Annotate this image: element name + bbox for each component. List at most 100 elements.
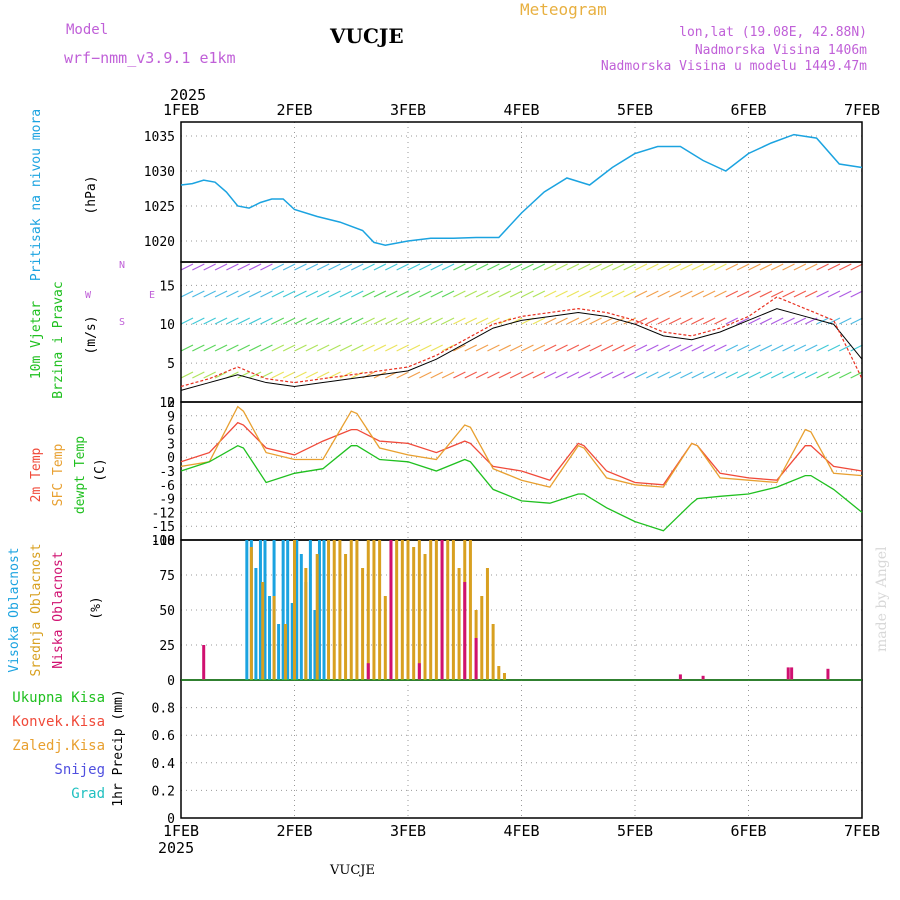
wind-barb bbox=[328, 290, 341, 298]
wind-barb bbox=[180, 371, 194, 379]
wind-barb bbox=[680, 317, 693, 325]
wind-barb bbox=[555, 290, 568, 298]
wind-barb bbox=[430, 344, 443, 352]
wind-barb bbox=[521, 371, 534, 379]
wind-barb bbox=[226, 263, 239, 271]
temperature-unit: (C) bbox=[93, 458, 108, 481]
cloud-ylabel: Srednja Oblacnost bbox=[29, 543, 44, 676]
wind-barb bbox=[237, 371, 251, 379]
wind-barb bbox=[543, 263, 557, 271]
wind-barb bbox=[782, 371, 795, 379]
x-tick-label-top: 7FEB bbox=[844, 101, 880, 119]
wind-barb bbox=[339, 317, 353, 325]
wind-barb bbox=[850, 371, 863, 379]
wind-barb bbox=[577, 371, 591, 379]
wind-barb bbox=[555, 344, 568, 352]
temperature-ylabel: 2m Temp bbox=[29, 447, 44, 502]
wind-barb bbox=[180, 263, 194, 271]
wind-barb bbox=[793, 317, 807, 325]
wind-barb bbox=[475, 290, 489, 298]
wind-barb bbox=[475, 344, 489, 352]
wind-barb bbox=[668, 317, 682, 325]
wind-barb bbox=[612, 317, 625, 325]
wind-barb bbox=[407, 317, 421, 325]
wind-barb bbox=[464, 290, 478, 298]
wind-barb bbox=[419, 344, 432, 352]
wind-barb bbox=[192, 290, 205, 298]
wind-barb bbox=[577, 317, 591, 325]
y-tick-label: 0 bbox=[167, 812, 175, 827]
precip-legend-item: Zaledj.Kisa bbox=[12, 738, 105, 754]
wind-barb bbox=[464, 371, 478, 379]
wind-barb bbox=[430, 263, 443, 271]
wind-barb bbox=[759, 290, 773, 298]
wind-barb bbox=[203, 371, 216, 379]
wind-barb bbox=[294, 317, 307, 325]
wind-barb bbox=[521, 263, 534, 271]
wind-barb bbox=[453, 263, 466, 271]
wind-barb bbox=[748, 371, 761, 379]
precip-ylabel: 1hr Precip (mm) bbox=[111, 689, 126, 806]
wind-barb bbox=[498, 371, 512, 379]
wind-barb bbox=[827, 344, 841, 352]
cloud-bar bbox=[497, 666, 501, 680]
wind-barb bbox=[725, 317, 739, 325]
x-tick-label-top: 3FEB bbox=[390, 101, 426, 119]
wind-barb bbox=[475, 371, 489, 379]
x-tick-label-bottom: 5FEB bbox=[617, 822, 653, 840]
y-tick-label: 0.4 bbox=[152, 757, 176, 772]
wind-barb bbox=[827, 290, 841, 298]
cloud-bar bbox=[417, 540, 421, 680]
wind-barb bbox=[736, 371, 750, 379]
wind-barb bbox=[419, 317, 432, 325]
y-tick-label: 1030 bbox=[144, 165, 175, 180]
cloud-bar bbox=[245, 540, 249, 680]
wind-barb bbox=[736, 344, 750, 352]
model-label: Model bbox=[66, 22, 108, 38]
wind-barb bbox=[373, 290, 387, 298]
cloud-bar bbox=[429, 540, 433, 680]
wind-barb bbox=[328, 344, 341, 352]
wind-barb bbox=[589, 290, 602, 298]
wind-barb bbox=[804, 371, 818, 379]
cloud-bar bbox=[308, 540, 312, 680]
cloud-bar bbox=[463, 582, 467, 680]
wind-barb bbox=[668, 371, 682, 379]
wind-barb bbox=[680, 290, 693, 298]
y-tick-label: 0 bbox=[167, 674, 175, 689]
wind-barb bbox=[634, 263, 648, 271]
wind-barb bbox=[203, 317, 216, 325]
wind-barb bbox=[192, 317, 205, 325]
wind-barb bbox=[430, 317, 443, 325]
wind-barb bbox=[453, 371, 466, 379]
wind-barb bbox=[759, 263, 773, 271]
wind-barb bbox=[770, 290, 784, 298]
wind-barb bbox=[350, 317, 364, 325]
wind-barb bbox=[453, 317, 466, 325]
wind-barb bbox=[407, 371, 421, 379]
wind-barb bbox=[555, 371, 568, 379]
wind-barb bbox=[248, 344, 262, 352]
wind-barb bbox=[248, 317, 262, 325]
wind-barb bbox=[702, 263, 716, 271]
wind-barb bbox=[396, 290, 409, 298]
y-tick-label: 12 bbox=[159, 396, 175, 411]
wind-barb bbox=[214, 290, 228, 298]
wind-barb bbox=[487, 317, 500, 325]
cloud-bar bbox=[295, 540, 299, 680]
pressure-unit: (hPa) bbox=[84, 175, 99, 214]
wind-barb bbox=[839, 263, 852, 271]
y-tick-label: 0.6 bbox=[152, 729, 175, 744]
model-name: wrf−nmm_v3.9.1 e1km bbox=[64, 49, 236, 67]
wind-barb bbox=[441, 263, 455, 271]
wind-barb bbox=[362, 263, 375, 271]
wind-barb bbox=[623, 344, 636, 352]
wind-barb bbox=[487, 290, 500, 298]
wind-speed-line bbox=[180, 296, 863, 388]
wind-barb bbox=[453, 290, 466, 298]
wind-barb bbox=[441, 371, 455, 379]
wind-barb bbox=[714, 317, 727, 325]
wind-barb bbox=[248, 290, 262, 298]
wind-barb bbox=[350, 344, 364, 352]
cloud-bar bbox=[434, 540, 438, 680]
